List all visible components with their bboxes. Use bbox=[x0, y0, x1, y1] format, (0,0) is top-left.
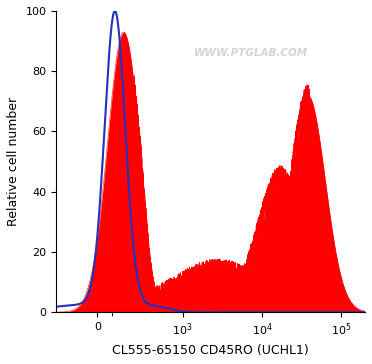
Text: WWW.PTGLAB.COM: WWW.PTGLAB.COM bbox=[194, 48, 308, 58]
X-axis label: CL555-65150 CD45RO (UCHL1): CL555-65150 CD45RO (UCHL1) bbox=[112, 344, 309, 357]
Y-axis label: Relative cell number: Relative cell number bbox=[7, 97, 20, 226]
